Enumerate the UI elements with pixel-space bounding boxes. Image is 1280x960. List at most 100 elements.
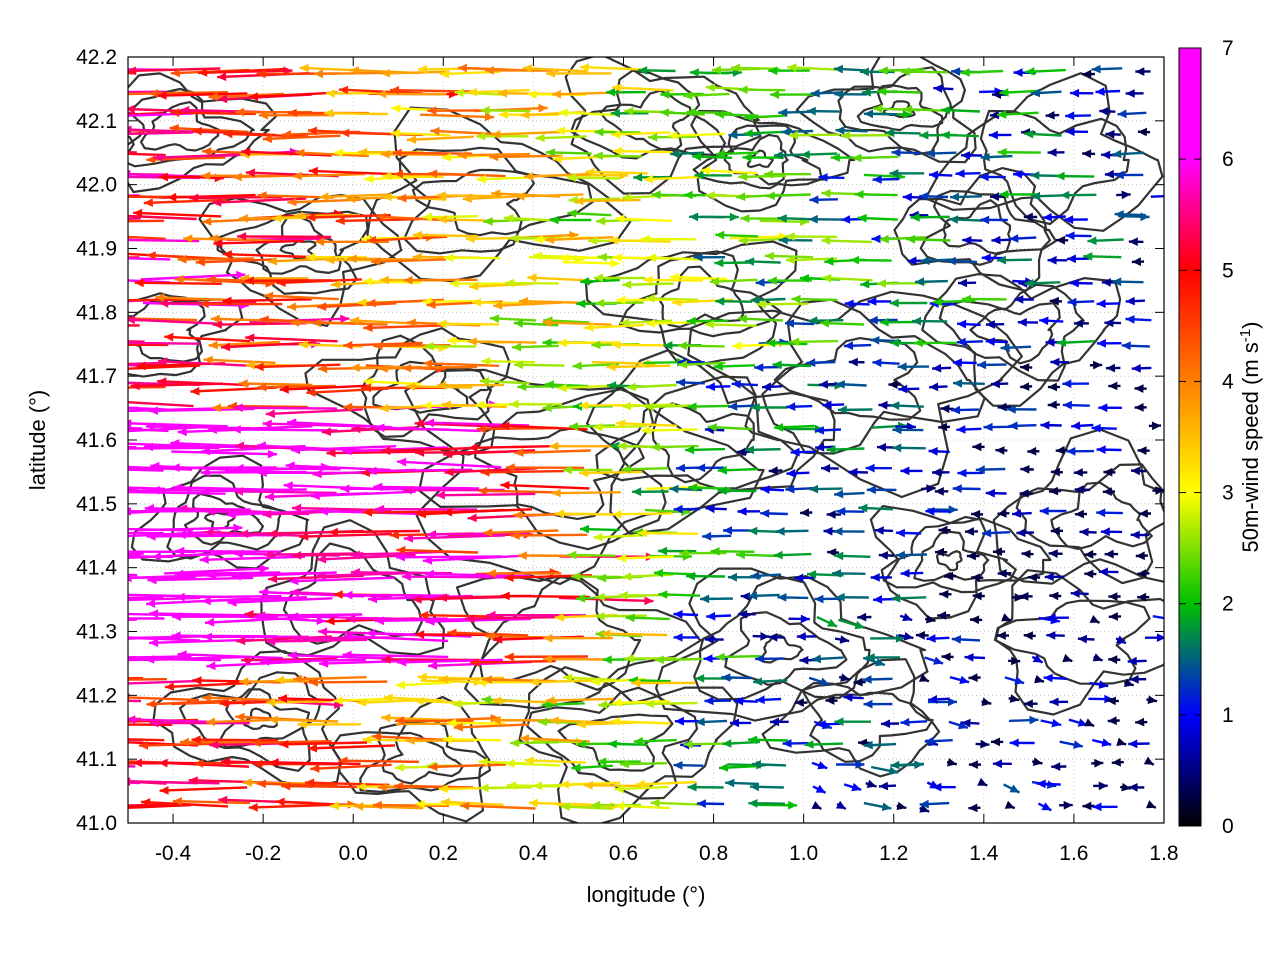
wind-arrow-head: [934, 487, 944, 496]
wind-arrow-shaft: [248, 803, 335, 809]
wind-arrow-shaft: [128, 385, 166, 389]
wind-arrow-head: [86, 676, 95, 685]
wind-arrow-shaft: [134, 281, 222, 285]
wind-arrow-head: [972, 591, 982, 601]
wind-arrow-head: [158, 758, 168, 768]
wind-arrow-head: [1006, 405, 1016, 414]
wind-arrow-head: [1014, 593, 1024, 602]
wind-arrow-head: [414, 696, 424, 706]
wind-arrow-head: [786, 402, 796, 411]
wind-arrow-head: [569, 422, 579, 431]
wind-arrow-head: [128, 104, 135, 114]
wind-arrow-head: [745, 257, 755, 266]
wind-arrow-head: [1095, 87, 1105, 96]
wind-arrow-head: [871, 234, 881, 244]
wind-arrow-head: [394, 781, 404, 791]
wind-arrow-head: [212, 403, 222, 413]
wind-arrow-shaft: [428, 172, 506, 178]
wind-arrow-head: [101, 397, 110, 406]
wind-arrow-head: [1137, 569, 1147, 578]
wind-arrow-head: [594, 273, 603, 283]
wind-arrow-shaft: [257, 384, 336, 389]
wind-arrow-head: [989, 110, 1000, 120]
wind-arrow-head: [259, 588, 269, 597]
wind-arrow-head: [389, 530, 399, 540]
wind-arrow-head: [612, 253, 622, 262]
colorbar-tick-label: 1: [1222, 704, 1234, 727]
wind-arrow-head: [480, 467, 490, 477]
wind-arrow-head: [704, 696, 714, 706]
wind-arrow-shaft: [128, 131, 194, 136]
wind-arrow-head: [241, 147, 251, 157]
wind-arrow-head: [686, 571, 696, 581]
wind-arrow-shaft: [169, 126, 249, 134]
wind-arrow-head: [415, 630, 425, 639]
wind-arrow-head: [226, 510, 236, 519]
wind-arrow-head: [715, 652, 725, 662]
wind-arrow-head: [644, 402, 654, 412]
wind-arrow-head: [1049, 697, 1059, 707]
wind-arrow-head: [236, 270, 246, 280]
wind-arrow-head: [695, 717, 705, 727]
wind-arrow-shaft: [222, 252, 310, 259]
wind-arrow-head: [191, 735, 201, 744]
wind-arrow-head: [610, 441, 620, 451]
wind-arrow-head: [349, 66, 360, 75]
contour-line: [936, 550, 963, 572]
wind-arrow-head: [815, 784, 826, 793]
wind-arrow-shaft: [263, 294, 339, 301]
wind-arrow-head: [78, 734, 87, 743]
wind-arrow-head: [933, 84, 943, 93]
wind-arrow-shaft: [267, 257, 337, 263]
wind-arrow-head: [312, 318, 322, 328]
wind-arrow-head: [715, 230, 725, 240]
wind-arrow-head: [350, 550, 360, 560]
wind-arrow-shaft: [251, 740, 332, 745]
wind-arrow-head: [43, 695, 52, 704]
wind-arrow-head: [706, 611, 716, 621]
wind-arrow-head: [859, 67, 869, 77]
wind-arrow-shaft: [128, 235, 166, 240]
wind-arrow-head: [119, 634, 128, 643]
wind-arrow-head: [926, 634, 936, 643]
wind-arrow-shaft: [292, 676, 367, 681]
wind-arrow-shaft: [641, 428, 698, 432]
wind-arrow-head: [262, 509, 272, 519]
wind-arrow-head: [291, 445, 301, 455]
wind-arrow-head: [696, 799, 706, 808]
wind-arrow-head: [39, 807, 48, 816]
wind-arrow-head: [379, 403, 389, 413]
wind-arrow-head: [112, 717, 121, 726]
wind-arrow-head: [1048, 549, 1058, 558]
wind-arrow-head: [709, 277, 720, 286]
wind-arrow-shaft: [212, 197, 307, 204]
wind-arrow-head: [223, 129, 233, 139]
colorbar-tick-label: 0: [1222, 815, 1234, 838]
wind-arrow-head: [732, 341, 742, 351]
wind-arrow-head: [199, 555, 209, 564]
wind-arrow-head: [854, 620, 865, 630]
wind-arrow-head: [157, 377, 167, 386]
wind-arrow-head: [611, 130, 621, 139]
wind-arrow-head: [1050, 357, 1060, 367]
wind-arrow-head: [683, 190, 693, 200]
wind-arrow-shaft: [227, 597, 333, 604]
wind-arrow-head: [298, 340, 308, 349]
wind-arrow-head: [58, 594, 67, 603]
wind-arrow-head: [830, 153, 840, 162]
contour-line: [924, 72, 1164, 232]
wind-arrow-shaft: [128, 401, 194, 408]
x-axis-label: longitude (°): [587, 882, 706, 907]
wind-arrow-head: [811, 801, 822, 809]
wind-arrow-head: [903, 105, 913, 114]
wind-arrow-shaft: [128, 152, 166, 157]
wind-arrow-head: [614, 784, 624, 794]
wind-arrow-head: [980, 215, 990, 225]
wind-arrow-head: [1023, 212, 1033, 222]
wind-arrow-head: [950, 192, 960, 202]
wind-arrow-shaft: [226, 509, 332, 517]
wind-arrow-shaft: [542, 657, 613, 661]
wind-arrow-shaft: [266, 638, 368, 643]
wind-arrow-head: [397, 457, 407, 467]
wind-arrow-head: [999, 88, 1009, 97]
